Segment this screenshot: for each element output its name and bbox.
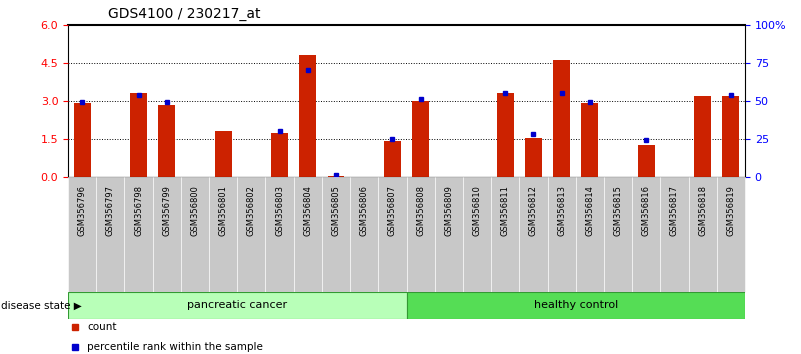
Bar [159,105,175,177]
Bar [181,177,209,292]
Text: GSM356796: GSM356796 [78,185,87,236]
Bar [378,177,407,292]
Bar [294,177,322,292]
Bar [497,93,513,177]
Text: GSM356817: GSM356817 [670,185,679,236]
Bar [407,292,745,319]
Bar [548,177,576,292]
Text: GSM356814: GSM356814 [586,185,594,236]
Text: GSM356806: GSM356806 [360,185,368,236]
Text: GSM356801: GSM356801 [219,185,227,236]
Text: GSM356818: GSM356818 [698,185,707,236]
Bar [660,177,689,292]
Text: GSM356804: GSM356804 [304,185,312,236]
Bar [553,60,570,177]
Bar [68,177,96,292]
Bar [463,177,491,292]
Text: GDS4100 / 230217_at: GDS4100 / 230217_at [108,7,260,21]
Bar [576,177,604,292]
Text: GSM356807: GSM356807 [388,185,397,236]
Bar [215,131,231,177]
Bar [74,103,91,177]
Bar [694,96,711,177]
Bar [300,55,316,177]
Bar [519,177,548,292]
Text: GSM356808: GSM356808 [416,185,425,236]
Text: GSM356802: GSM356802 [247,185,256,236]
Bar [153,177,181,292]
Bar [723,96,739,177]
Bar [237,177,265,292]
Text: disease state ▶: disease state ▶ [1,300,82,310]
Bar [604,177,632,292]
Text: GSM356809: GSM356809 [445,185,453,236]
Bar [384,142,400,177]
Text: GSM356815: GSM356815 [614,185,622,236]
Bar [350,177,378,292]
Bar [328,176,344,177]
Text: GSM356810: GSM356810 [473,185,481,236]
Bar [413,101,429,177]
Text: count: count [87,322,116,332]
Text: percentile rank within the sample: percentile rank within the sample [87,342,263,352]
Bar [68,292,407,319]
Text: GSM356812: GSM356812 [529,185,538,236]
Bar [209,177,237,292]
Text: pancreatic cancer: pancreatic cancer [187,300,288,310]
Bar [689,177,717,292]
Bar [717,177,745,292]
Bar [96,177,124,292]
Bar [265,177,294,292]
Text: GSM356797: GSM356797 [106,185,115,236]
Bar [407,177,435,292]
Bar [124,177,153,292]
Bar [491,177,519,292]
Bar [638,145,654,177]
Bar [130,93,147,177]
Text: GSM356798: GSM356798 [134,185,143,236]
Text: GSM356816: GSM356816 [642,185,650,236]
Text: GSM356800: GSM356800 [191,185,199,236]
Text: GSM356819: GSM356819 [727,185,735,236]
Text: GSM356799: GSM356799 [163,185,171,236]
Bar [525,138,542,177]
Bar [322,177,350,292]
Text: GSM356803: GSM356803 [275,185,284,236]
Text: healthy control: healthy control [533,300,618,310]
Text: GSM356811: GSM356811 [501,185,509,236]
Bar [632,177,660,292]
Bar [582,103,598,177]
Text: GSM356813: GSM356813 [557,185,566,236]
Text: GSM356805: GSM356805 [332,185,340,236]
Bar [435,177,463,292]
Bar [271,133,288,177]
